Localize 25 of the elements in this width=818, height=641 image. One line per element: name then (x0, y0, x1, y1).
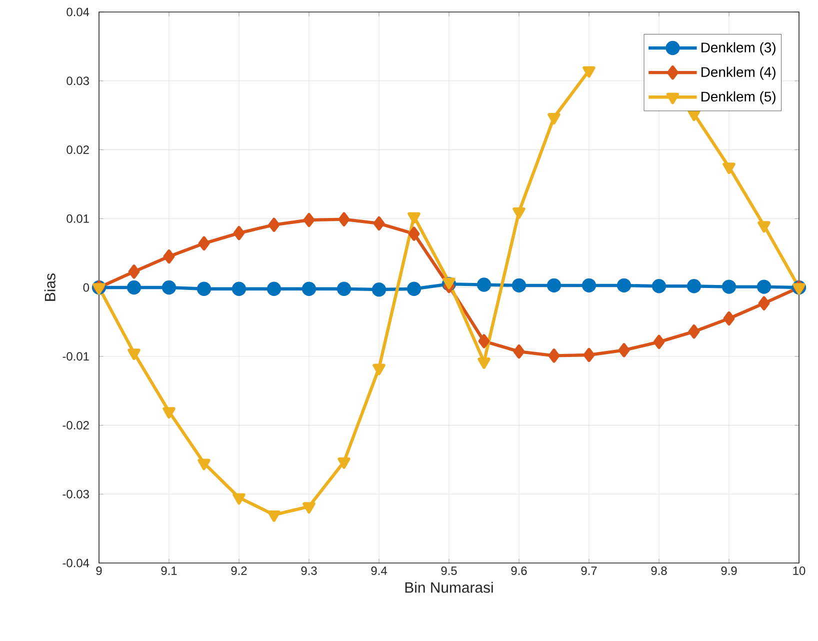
x-tick-label: 9.3 (301, 566, 317, 575)
y-tick-label: 0.03 (66, 76, 89, 86)
x-tick-label: 9.2 (231, 566, 247, 575)
y-tick-label: 0 (83, 283, 90, 292)
x-tick-label: 9 (96, 566, 102, 575)
y-tick-label: -0.03 (62, 490, 89, 498)
y-tick-label: 0.01 (66, 214, 89, 223)
y-tick-label: 0.02 (66, 146, 89, 154)
legend-label: Denklem (3) (702, 42, 776, 56)
x-tick-label: 9.8 (651, 566, 667, 575)
y-tick-label: -0.04 (62, 558, 90, 568)
x-axis-title: Bin Numarasi (405, 582, 493, 593)
y-tick-label: -0.01 (62, 352, 89, 361)
legend-label: Denklem (5) (702, 91, 776, 104)
x-tick-label: 9.4 (371, 566, 387, 575)
y-axis-title: Bias (44, 274, 56, 301)
x-tick-label: 9.9 (721, 566, 737, 575)
legend-label: Denklem (4) (702, 66, 776, 80)
x-tick-label: 9.1 (161, 566, 177, 575)
y-tick-label: 0.04 (66, 8, 90, 16)
y-tick-label: -0.02 (62, 421, 89, 430)
x-tick-label: 10 (793, 566, 806, 575)
x-tick-label: 9.7 (581, 566, 597, 575)
x-tick-label: 9.6 (511, 566, 527, 575)
x-tick-label: 9.5 (441, 566, 457, 575)
